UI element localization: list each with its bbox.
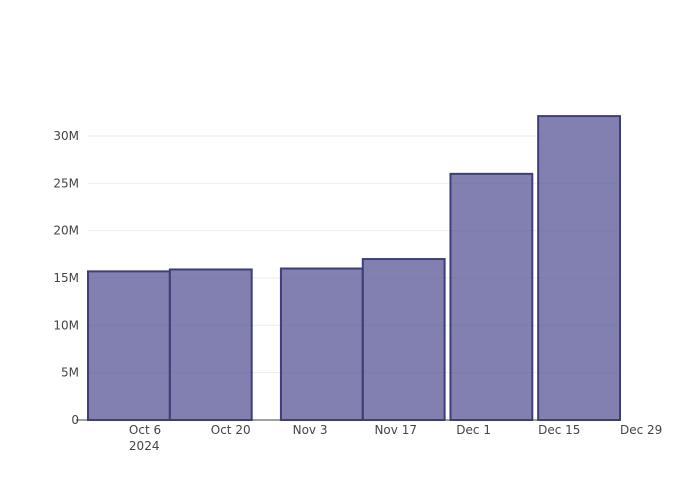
x-tick-sublabel-0: 2024	[129, 439, 160, 453]
x-axis-ticks: Oct 6 2024 Oct 20 Nov 3 Nov 17 Dec 1 Dec 15 Dec…	[129, 423, 662, 453]
bar-2	[279, 267, 364, 422]
y-axis-ticks: 0 5M 10M 15M 20M 25M 30M	[53, 129, 79, 427]
y-tick-label-1: 5M	[61, 366, 79, 380]
y-tick-label-4: 20M	[53, 224, 79, 238]
bars	[87, 115, 622, 422]
bar-1	[168, 268, 253, 422]
y-tick-label-6: 30M	[53, 129, 79, 143]
bar-5	[537, 115, 622, 422]
x-tick-label-2: Nov 3	[293, 423, 328, 437]
x-tick-label-4: Dec 1	[456, 423, 491, 437]
y-tick-label-0: 0	[71, 413, 79, 427]
y-tick-label-5: 25M	[53, 176, 79, 190]
x-tick-label-5: Dec 15	[538, 423, 580, 437]
x-tick-label-6: Dec 29	[620, 423, 662, 437]
bar-4	[449, 172, 534, 421]
x-tick-label-3: Nov 17	[374, 423, 417, 437]
bar-0	[87, 270, 171, 422]
y-tick-label-2: 10M	[53, 318, 79, 332]
x-tick-label-0: Oct 6	[129, 423, 161, 437]
y-tick-label-3: 15M	[53, 271, 79, 285]
x-tick-label-1: Oct 20	[211, 423, 251, 437]
bar-3	[361, 258, 446, 421]
